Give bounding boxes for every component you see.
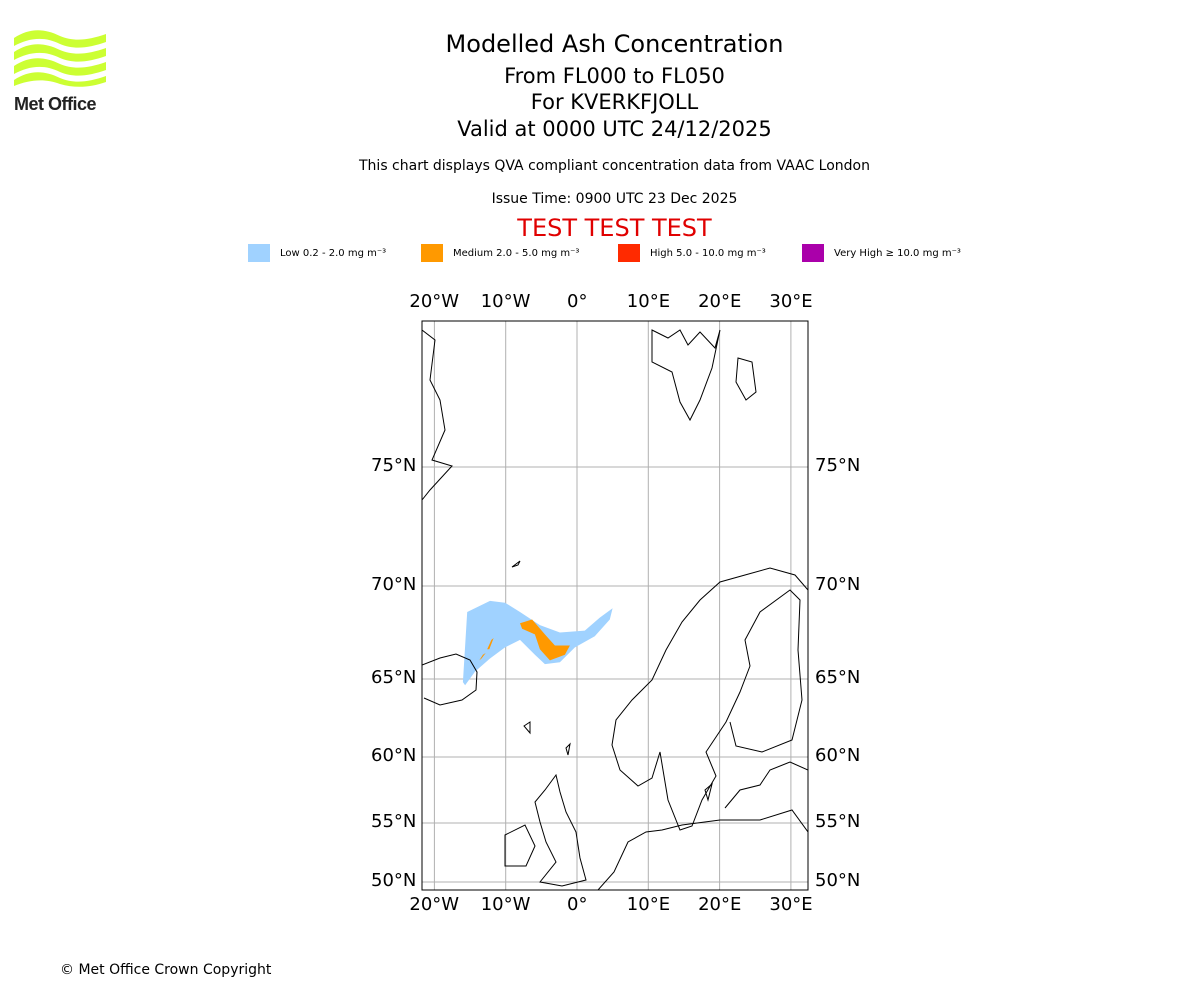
lon-tick-label-bottom: 30°E <box>769 894 813 915</box>
lat-tick-label-right: 65°N <box>815 667 861 688</box>
coast-nordaustlandet <box>735 357 757 401</box>
legend-label: Low 0.2 - 2.0 mg m⁻³ <box>280 247 387 259</box>
lat-tick-label-left: 55°N <box>371 811 417 832</box>
lat-tick-label-right: 70°N <box>815 574 861 595</box>
coast-iceland <box>422 653 478 706</box>
chart-title: Modelled Ash Concentration <box>445 30 784 58</box>
legend-label: Very High ≥ 10.0 mg m⁻³ <box>834 247 961 259</box>
coast-svalbard <box>651 329 721 422</box>
lat-tick-label-right: 60°N <box>815 745 861 766</box>
ash-plume <box>462 600 613 686</box>
legend-item-low: Low 0.2 - 2.0 mg m⁻³ <box>248 244 421 262</box>
legend-item-high: High 5.0 - 10.0 mg m⁻³ <box>618 244 802 262</box>
lat-tick-label-left: 75°N <box>371 455 417 476</box>
lon-tick-label-top: 20°E <box>698 291 742 312</box>
legend-label: Medium 2.0 - 5.0 mg m⁻³ <box>453 247 580 259</box>
legend-swatch <box>421 244 443 262</box>
coast-shetland <box>565 742 571 756</box>
plume-medium-area <box>479 653 486 661</box>
lat-tick-label-left: 50°N <box>371 870 417 891</box>
coast-europe <box>597 809 808 890</box>
lon-tick-label-top: 10°E <box>626 291 671 312</box>
valid-time: Valid at 0000 UTC 24/12/2025 <box>457 117 772 141</box>
lon-tick-label-top: 20°W <box>409 291 460 312</box>
coast-gotland <box>704 782 713 802</box>
legend-label: High 5.0 - 10.0 mg m⁻³ <box>650 247 766 259</box>
legend-swatch <box>618 244 640 262</box>
lon-tick-label-top: 10°W <box>480 291 531 312</box>
lat-tick-label-left: 60°N <box>371 745 417 766</box>
coast-scandinavia <box>611 567 808 831</box>
graticule <box>422 321 808 890</box>
test-banner: TEST TEST TEST <box>517 214 712 242</box>
met-office-waves-icon <box>14 30 106 87</box>
lon-tick-label-top: 30°E <box>769 291 813 312</box>
flight-levels: From FL000 to FL050 <box>504 64 725 88</box>
plume-medium-area <box>520 619 570 661</box>
lat-tick-label-left: 65°N <box>371 667 417 688</box>
volcano-name: For KVERKFJOLL <box>530 90 699 114</box>
logo-text: Met Office <box>14 94 97 114</box>
legend-swatch <box>802 244 824 262</box>
lon-tick-label-top: 0° <box>567 291 588 312</box>
plume-medium-area <box>487 638 494 650</box>
lon-tick-label-bottom: 10°W <box>480 894 531 915</box>
lon-tick-label-bottom: 0° <box>567 894 588 915</box>
coastlines <box>422 329 808 890</box>
met-office-logo: Met Office <box>14 30 106 115</box>
legend-item-medium: Medium 2.0 - 5.0 mg m⁻³ <box>421 244 618 262</box>
coast-uk <box>534 773 587 887</box>
legend-swatch <box>248 244 270 262</box>
lat-tick-label-right: 75°N <box>815 455 861 476</box>
coast-baltics <box>724 761 808 809</box>
coast-faroe <box>523 721 531 735</box>
coast-ireland <box>504 824 536 867</box>
issue-time: Issue Time: 0900 UTC 23 Dec 2025 <box>491 191 738 207</box>
plume-low-area <box>462 600 613 686</box>
map-frame <box>421 320 809 891</box>
legend: Low 0.2 - 2.0 mg m⁻³ Medium 2.0 - 5.0 mg… <box>248 244 961 262</box>
coast-greenland <box>422 329 453 501</box>
legend-item-very-high: Very High ≥ 10.0 mg m⁻³ <box>802 244 961 262</box>
lat-tick-label-right: 55°N <box>815 811 861 832</box>
description: This chart displays QVA compliant concen… <box>359 158 870 174</box>
lon-tick-label-bottom: 20°W <box>409 894 460 915</box>
lon-tick-label-bottom: 10°E <box>626 894 671 915</box>
copyright: © Met Office Crown Copyright <box>60 962 272 978</box>
lat-tick-label-left: 70°N <box>371 574 417 595</box>
lon-tick-label-bottom: 20°E <box>698 894 742 915</box>
lat-tick-label-right: 50°N <box>815 870 861 891</box>
coast-jan-mayen <box>511 560 521 568</box>
